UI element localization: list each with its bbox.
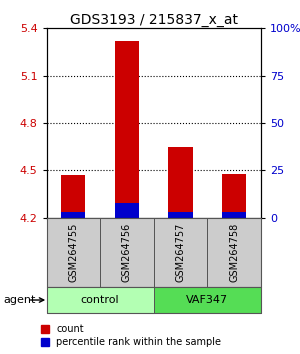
Bar xyxy=(154,218,207,287)
Bar xyxy=(46,218,100,287)
Bar xyxy=(115,41,139,218)
Bar xyxy=(115,203,139,218)
Bar xyxy=(222,173,246,218)
Bar xyxy=(61,212,86,218)
Bar xyxy=(222,212,246,218)
Bar xyxy=(169,212,193,218)
Title: GDS3193 / 215837_x_at: GDS3193 / 215837_x_at xyxy=(70,13,238,27)
Bar xyxy=(207,218,261,287)
Bar xyxy=(169,147,193,218)
Bar xyxy=(100,218,154,287)
Text: GSM264756: GSM264756 xyxy=(122,223,132,282)
Text: GSM264758: GSM264758 xyxy=(229,223,239,282)
Text: agent: agent xyxy=(3,295,35,305)
Text: control: control xyxy=(81,295,119,305)
Bar xyxy=(154,287,261,313)
Bar xyxy=(46,287,154,313)
Bar xyxy=(61,175,86,218)
Text: GSM264757: GSM264757 xyxy=(176,223,186,282)
Legend: count, percentile rank within the sample: count, percentile rank within the sample xyxy=(41,325,221,347)
Text: GSM264755: GSM264755 xyxy=(68,223,78,282)
Text: VAF347: VAF347 xyxy=(186,295,228,305)
